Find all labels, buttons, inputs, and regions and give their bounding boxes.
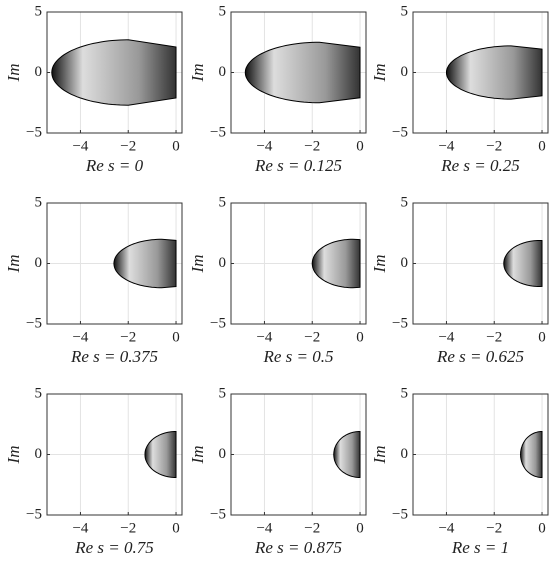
x-axis-label: Re s = 0.25 <box>440 156 520 175</box>
y-tick-label: 0 <box>219 446 227 462</box>
y-tick-label: 5 <box>401 3 409 19</box>
y-tick-label: −5 <box>392 315 408 331</box>
stability-region <box>113 238 177 289</box>
x-tick-label: 0 <box>356 329 364 345</box>
stability-region <box>333 430 361 478</box>
y-tick-label: 5 <box>219 194 227 210</box>
y-tick-label: 0 <box>219 64 227 80</box>
x-axis-label: Re s = 0.75 <box>74 538 154 557</box>
x-tick-label: 0 <box>172 520 180 536</box>
stability-region <box>446 45 543 100</box>
x-axis-label: Re s = 1 <box>451 538 509 557</box>
y-tick-label: −5 <box>210 124 226 140</box>
y-tick-label: 5 <box>401 385 409 401</box>
x-tick-label: −2 <box>486 520 502 536</box>
stability-region <box>311 238 361 289</box>
x-tick-label: −2 <box>486 138 502 154</box>
x-tick-label: 0 <box>538 520 546 536</box>
y-tick-label: 5 <box>219 3 227 19</box>
x-tick-label: −4 <box>256 520 272 536</box>
y-axis-label: Im <box>188 255 207 274</box>
x-tick-label: 0 <box>538 329 546 345</box>
y-tick-label: 0 <box>35 255 43 271</box>
y-tick-label: 0 <box>401 446 409 462</box>
x-axis-label: Re s = 0.125 <box>254 156 342 175</box>
y-tick-label: −5 <box>210 506 226 522</box>
y-tick-label: 0 <box>401 255 409 271</box>
y-tick-label: −5 <box>26 124 42 140</box>
axes-box <box>412 202 549 325</box>
y-axis-label: Im <box>370 255 389 274</box>
x-axis-label: Re s = 0.5 <box>262 347 333 366</box>
x-tick-label: −4 <box>72 329 88 345</box>
axes-box <box>230 11 367 134</box>
y-tick-label: −5 <box>210 315 226 331</box>
x-tick-label: −2 <box>304 329 320 345</box>
y-tick-label: 0 <box>35 446 43 462</box>
y-axis-label: Im <box>4 446 23 465</box>
y-axis-label: Im <box>4 255 23 274</box>
axes-box <box>46 202 183 325</box>
stability-region <box>503 240 543 287</box>
y-tick-label: −5 <box>26 315 42 331</box>
x-tick-label: −2 <box>120 138 136 154</box>
x-tick-label: −4 <box>438 138 454 154</box>
y-axis-label: Im <box>4 64 23 83</box>
axes-box <box>230 393 367 516</box>
x-tick-label: 0 <box>356 138 364 154</box>
y-tick-label: −5 <box>392 506 408 522</box>
x-axis-label: Re s = 0 <box>85 156 144 175</box>
y-tick-label: 5 <box>35 194 43 210</box>
x-tick-label: −2 <box>486 329 502 345</box>
x-tick-label: −4 <box>438 329 454 345</box>
y-tick-label: 5 <box>219 385 227 401</box>
x-tick-label: −2 <box>120 329 136 345</box>
x-tick-label: −2 <box>120 520 136 536</box>
y-axis-label: Im <box>188 64 207 83</box>
axes-box <box>46 11 183 134</box>
x-axis-label: Re s = 0.375 <box>70 347 158 366</box>
y-tick-label: 5 <box>35 3 43 19</box>
x-tick-label: −4 <box>256 138 272 154</box>
x-tick-label: 0 <box>538 138 546 154</box>
axes-box <box>46 393 183 516</box>
y-axis-label: Im <box>370 64 389 83</box>
y-tick-label: −5 <box>26 506 42 522</box>
y-tick-label: 5 <box>401 194 409 210</box>
axes-box <box>230 202 367 325</box>
stability-region <box>144 430 177 478</box>
stability-region <box>51 39 177 106</box>
x-tick-label: −4 <box>72 520 88 536</box>
x-tick-label: −4 <box>72 138 88 154</box>
y-tick-label: 0 <box>219 255 227 271</box>
x-axis-label: Re s = 0.875 <box>254 538 342 557</box>
stability-region <box>519 430 543 478</box>
axes-box <box>412 11 549 134</box>
x-tick-label: 0 <box>172 329 180 345</box>
y-axis-label: Im <box>188 446 207 465</box>
x-tick-label: −2 <box>304 138 320 154</box>
x-tick-label: −4 <box>438 520 454 536</box>
x-tick-label: −4 <box>256 329 272 345</box>
y-tick-label: 0 <box>35 64 43 80</box>
y-tick-label: 0 <box>401 64 409 80</box>
y-axis-label: Im <box>370 446 389 465</box>
x-axis-label: Re s = 0.625 <box>436 347 524 366</box>
y-tick-label: −5 <box>392 124 408 140</box>
x-tick-label: 0 <box>172 138 180 154</box>
x-tick-label: −2 <box>304 520 320 536</box>
x-tick-label: 0 <box>356 520 364 536</box>
stability-region <box>244 41 361 104</box>
y-tick-label: 5 <box>35 385 43 401</box>
axes-box <box>412 393 549 516</box>
